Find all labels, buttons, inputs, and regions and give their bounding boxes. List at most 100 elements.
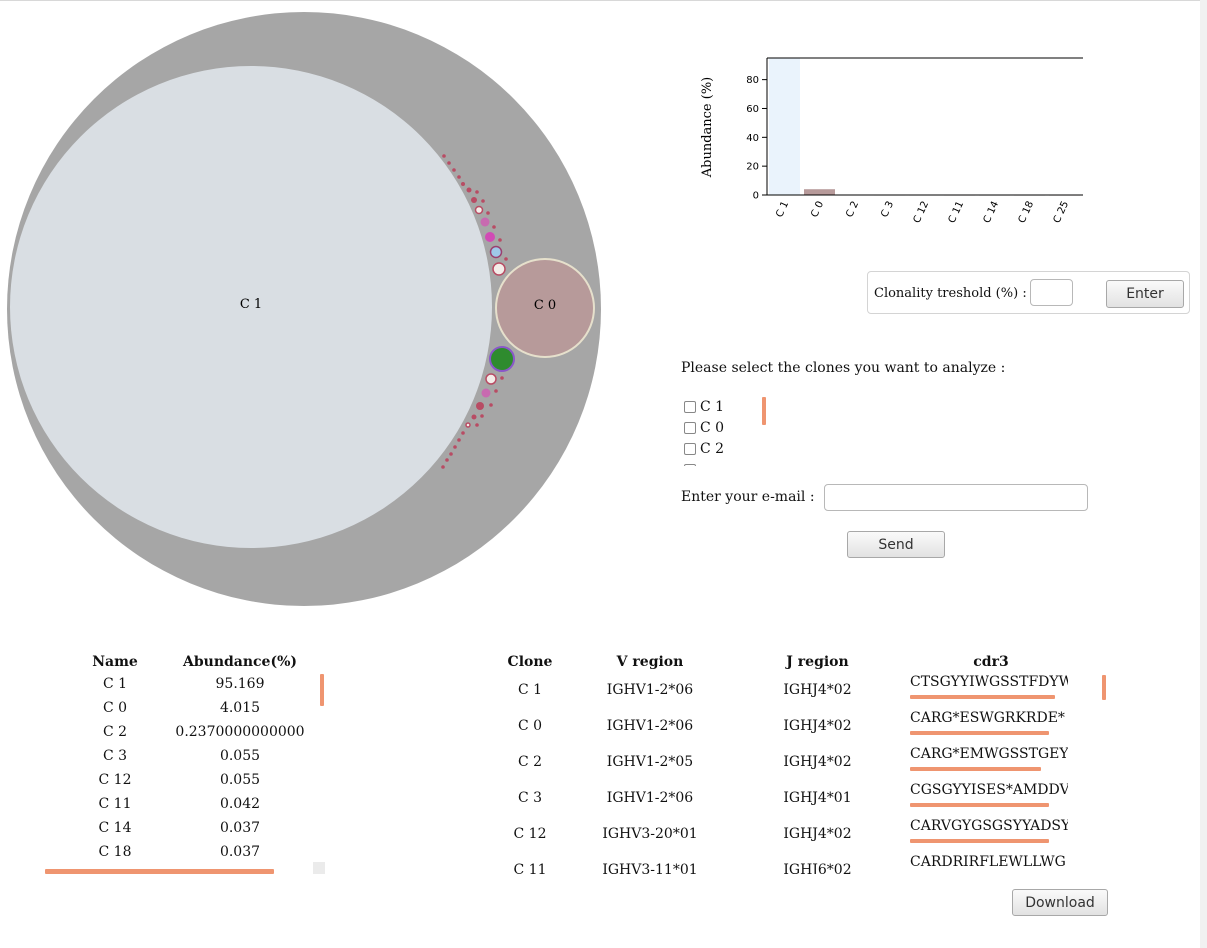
- small-clone-bubble[interactable]: [461, 431, 465, 435]
- clone-table-header: Clone V region J region cdr3: [490, 652, 1110, 672]
- small-clone-bubble[interactable]: [498, 238, 502, 242]
- bubble-c2[interactable]: [489, 346, 515, 372]
- cell-name: C 12: [98, 772, 132, 788]
- clone-option-c2[interactable]: C 2: [684, 438, 774, 459]
- abundance-table-vscrollbar[interactable]: [320, 674, 324, 706]
- cdr3-sequence: CARDRIRFLEWLLWG: [910, 854, 1066, 870]
- checkbox[interactable]: [684, 442, 696, 455]
- cell-name: C 14: [98, 820, 132, 836]
- small-clone-bubble[interactable]: [449, 452, 453, 456]
- cell-cdr3: CARVGYGSGSYYADSY: [910, 816, 1072, 852]
- x-tick-label: C 14: [982, 200, 1002, 225]
- x-tick-label: C 18: [1017, 200, 1037, 225]
- page-scrollbar-track[interactable]: [1200, 0, 1207, 948]
- email-input[interactable]: [824, 484, 1088, 511]
- y-tick-label: 20: [746, 162, 759, 173]
- small-clone-bubble[interactable]: [457, 438, 461, 442]
- small-clone-bubble[interactable]: [457, 175, 461, 179]
- small-clone-bubble[interactable]: [475, 190, 479, 194]
- checkbox[interactable]: [684, 421, 696, 434]
- x-tick-label: C 3: [879, 200, 896, 220]
- clone-table-vscrollbar[interactable]: [1102, 675, 1106, 700]
- small-clone-bubble[interactable]: [500, 376, 504, 380]
- small-clone-bubble[interactable]: [504, 257, 508, 261]
- bar-chart-x-axis: C 1 C 0 C 2 C 3 C 12 C 11 C 14 C 18 C 25: [767, 57, 1083, 225]
- bubble-c1[interactable]: [10, 66, 492, 548]
- table-row: C 18 0.037: [72, 840, 322, 864]
- small-clone-bubble[interactable]: [471, 197, 477, 203]
- x-tick-label: C 12: [912, 200, 932, 225]
- clone-list-scrollbar[interactable]: [762, 397, 766, 425]
- enter-button[interactable]: Enter: [1106, 280, 1184, 308]
- small-clone-bubble[interactable]: [447, 161, 451, 165]
- cell-v-region: IGHV3-20*01: [602, 826, 698, 842]
- cdr3-cell-scrollbar[interactable]: [910, 731, 1049, 735]
- small-clone-bubble[interactable]: [481, 388, 491, 398]
- clone-option-label: C 0: [700, 419, 725, 436]
- bar-chart-y-axis: 0 20 40 60 80: [746, 58, 768, 202]
- bar-c1[interactable]: [769, 57, 800, 195]
- small-clone-bubble[interactable]: [461, 182, 465, 186]
- bar-c0[interactable]: [804, 189, 835, 195]
- small-clone-bubble[interactable]: [480, 414, 484, 418]
- clone-option-label: C 1: [700, 398, 725, 415]
- small-clone-bubble[interactable]: [453, 445, 457, 449]
- small-clone-bubbles: [441, 154, 508, 469]
- cdr3-cell-scrollbar[interactable]: [910, 803, 1049, 807]
- cell-cdr3: CTSGYYIWGSSTFDYW: [910, 672, 1072, 708]
- cell-j-region: IGHJ4*02: [783, 754, 852, 770]
- bubble-c1-label: C 1: [240, 297, 262, 312]
- small-clone-bubble[interactable]: [465, 422, 471, 428]
- abundance-table-hscrollbar[interactable]: [45, 869, 274, 874]
- header-clone: Clone: [507, 654, 553, 670]
- cdr3-cell-scrollbar[interactable]: [910, 767, 1041, 771]
- scrollbar-corner: [313, 862, 325, 874]
- checkbox[interactable]: [684, 463, 696, 466]
- cell-clone: C 11: [513, 862, 547, 874]
- cell-v-region: IGHV1-2*06: [606, 718, 694, 734]
- cell-j-region: IGHJ4*01: [783, 790, 852, 806]
- cell-name: C 1: [102, 676, 128, 692]
- small-clone-bubble[interactable]: [494, 389, 498, 393]
- small-clone-bubble[interactable]: [492, 225, 496, 229]
- clone-option-c1[interactable]: C 1: [684, 396, 774, 417]
- small-clone-bubble[interactable]: [471, 414, 477, 420]
- small-clone-bubble[interactable]: [489, 245, 503, 259]
- checkbox[interactable]: [684, 400, 696, 413]
- bubble-c0[interactable]: [495, 258, 595, 358]
- small-clone-bubble[interactable]: [481, 199, 485, 203]
- small-clone-bubble[interactable]: [466, 187, 472, 193]
- cell-clone: C 2: [517, 754, 543, 770]
- small-clone-bubble[interactable]: [445, 458, 449, 462]
- abundance-table: Name Abundance(%) C 1 95.169 C 0 4.015 C 2 0.…: [72, 652, 322, 874]
- clone-checkbox-list[interactable]: C 1 C 0 C 2: [684, 396, 774, 466]
- cdr3-cell-scrollbar[interactable]: [910, 695, 1055, 699]
- small-clone-bubble[interactable]: [492, 262, 506, 276]
- cdr3-sequence: CARG*ESWGRKRDE*: [910, 710, 1065, 726]
- small-clone-bubble[interactable]: [486, 211, 490, 215]
- table-row: C 2 IGHV1-2*05 IGHJ4*02 CARG*EMWGSSTGEY: [490, 744, 1110, 780]
- download-button[interactable]: Download: [1012, 889, 1108, 916]
- small-clone-bubble[interactable]: [474, 205, 484, 215]
- small-clone-bubble[interactable]: [485, 232, 495, 242]
- clone-option-partial[interactable]: [684, 459, 774, 466]
- small-clone-bubble[interactable]: [485, 373, 497, 385]
- small-clone-bubble[interactable]: [442, 154, 446, 158]
- small-clone-bubble[interactable]: [476, 402, 484, 410]
- cdr3-cell-scrollbar[interactable]: [910, 839, 1049, 843]
- small-clone-bubble[interactable]: [475, 423, 479, 427]
- small-clone-bubble[interactable]: [441, 465, 445, 469]
- x-tick-label: C 0: [809, 200, 826, 220]
- cell-v-region: IGHV1-2*06: [606, 790, 694, 806]
- top-border: [0, 0, 1207, 1]
- small-clone-bubble[interactable]: [452, 168, 456, 172]
- y-tick-label: 40: [746, 133, 759, 144]
- small-clone-bubble[interactable]: [489, 403, 493, 407]
- small-clone-bubble[interactable]: [480, 217, 490, 227]
- clone-option-c0[interactable]: C 0: [684, 417, 774, 438]
- send-button[interactable]: Send: [847, 531, 945, 558]
- cell-cdr3: CGSGYYISES*AMDDV: [910, 780, 1072, 816]
- table-row: C 12 0.055: [72, 768, 322, 792]
- cell-name: C 11: [98, 796, 132, 812]
- threshold-input[interactable]: [1030, 279, 1073, 306]
